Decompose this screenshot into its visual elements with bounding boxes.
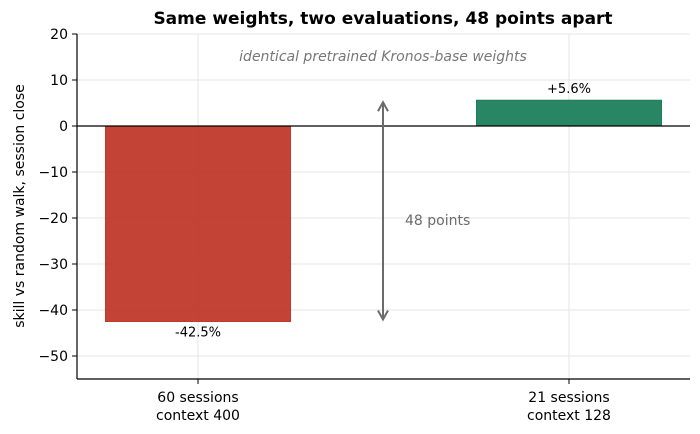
gap-arrowhead-down <box>377 310 389 322</box>
chart-title: Same weights, two evaluations, 48 points… <box>153 9 612 29</box>
y-tick-label: −10 <box>38 165 68 181</box>
x-tick-label: 60 sessions <box>157 390 238 406</box>
y-tick-label: 10 <box>50 73 68 89</box>
category-labels: 60 sessions context 400 21 sessions context… <box>156 379 611 424</box>
y-tick-label: 0 <box>59 119 68 135</box>
x-tick-label: 21 sessions <box>528 390 609 406</box>
bar <box>476 99 662 127</box>
data-label: +5.6% <box>547 82 591 97</box>
y-ticks: 20 10 0 −10 −20 −30 −40 −50 <box>38 27 77 365</box>
y-tick-label: −30 <box>38 257 68 273</box>
data-label: -42.5% <box>175 326 221 341</box>
y-axis-label: skill vs random walk, session close <box>12 84 28 328</box>
y-tick-label: −20 <box>38 211 68 227</box>
chart-subtitle: identical pretrained Kronos-base weights <box>239 49 527 65</box>
data-labels: -42.5% +5.6% <box>175 82 591 340</box>
gap-label: 48 points <box>405 213 470 229</box>
x-tick-label: context 400 <box>156 408 240 424</box>
y-tick-label: 20 <box>50 27 68 43</box>
y-tick-label: −40 <box>38 303 68 319</box>
gap-arrowhead-up <box>377 100 389 112</box>
y-tick-label: −50 <box>38 349 68 365</box>
x-tick-label: context 128 <box>527 408 611 424</box>
bar <box>105 125 291 322</box>
gap-annotation: 48 points <box>377 100 470 322</box>
